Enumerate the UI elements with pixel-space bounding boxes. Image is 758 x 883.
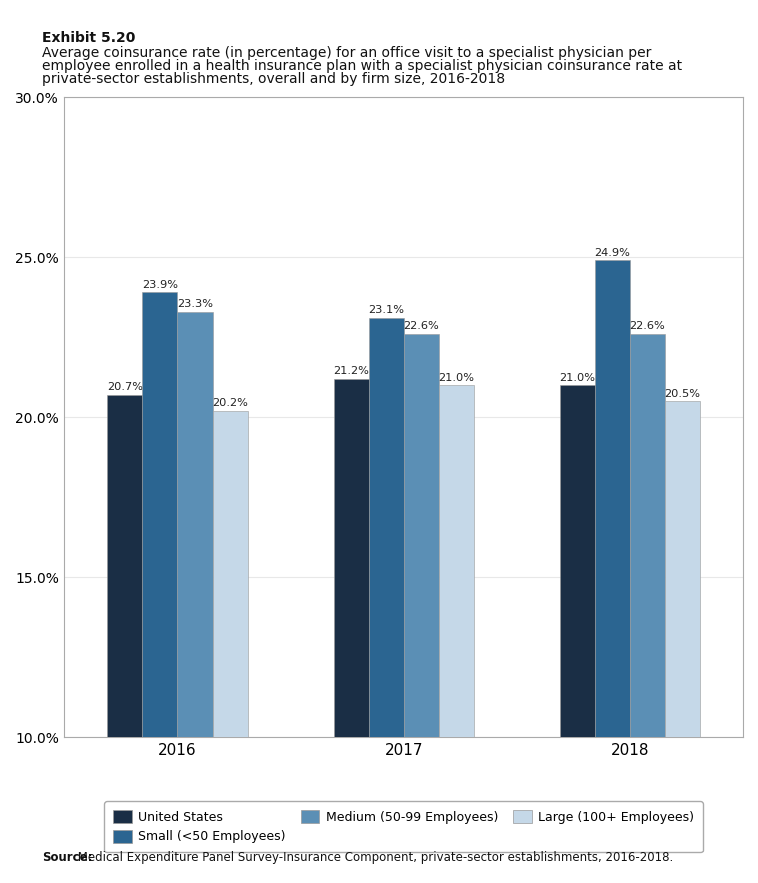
Bar bbox=[595, 260, 630, 883]
Bar bbox=[334, 379, 368, 883]
Text: 21.2%: 21.2% bbox=[333, 366, 369, 376]
Text: 20.5%: 20.5% bbox=[664, 389, 700, 398]
Bar bbox=[368, 318, 403, 883]
Bar bbox=[665, 401, 700, 883]
Text: 20.2%: 20.2% bbox=[212, 398, 248, 408]
Text: Exhibit 5.20: Exhibit 5.20 bbox=[42, 31, 135, 45]
Text: Medical Expenditure Panel Survey-Insurance Component, private-sector establishme: Medical Expenditure Panel Survey-Insuran… bbox=[74, 850, 673, 864]
Text: 22.6%: 22.6% bbox=[403, 321, 439, 331]
Text: 22.6%: 22.6% bbox=[629, 321, 666, 331]
Text: 21.0%: 21.0% bbox=[559, 373, 595, 382]
Bar bbox=[108, 395, 143, 883]
Text: 20.7%: 20.7% bbox=[107, 382, 143, 392]
Bar bbox=[143, 292, 177, 883]
Text: private-sector establishments, overall and by firm size, 2016-2018: private-sector establishments, overall a… bbox=[42, 72, 505, 87]
Text: Source:: Source: bbox=[42, 850, 92, 864]
Bar bbox=[630, 334, 665, 883]
Text: 23.3%: 23.3% bbox=[177, 299, 213, 309]
Bar bbox=[439, 385, 474, 883]
Bar bbox=[559, 385, 595, 883]
Text: 23.9%: 23.9% bbox=[142, 280, 178, 290]
Legend: United States, Small (<50 Employees), Medium (50-99 Employees), Large (100+ Empl: United States, Small (<50 Employees), Me… bbox=[105, 801, 703, 852]
Bar bbox=[177, 312, 212, 883]
Text: 21.0%: 21.0% bbox=[438, 373, 475, 382]
Bar bbox=[212, 411, 248, 883]
Text: Average coinsurance rate (in percentage) for an office visit to a specialist phy: Average coinsurance rate (in percentage)… bbox=[42, 46, 651, 60]
Text: employee enrolled in a health insurance plan with a specialist physician coinsur: employee enrolled in a health insurance … bbox=[42, 59, 681, 73]
Bar bbox=[403, 334, 439, 883]
Text: 24.9%: 24.9% bbox=[594, 248, 630, 258]
Text: 23.1%: 23.1% bbox=[368, 306, 404, 315]
